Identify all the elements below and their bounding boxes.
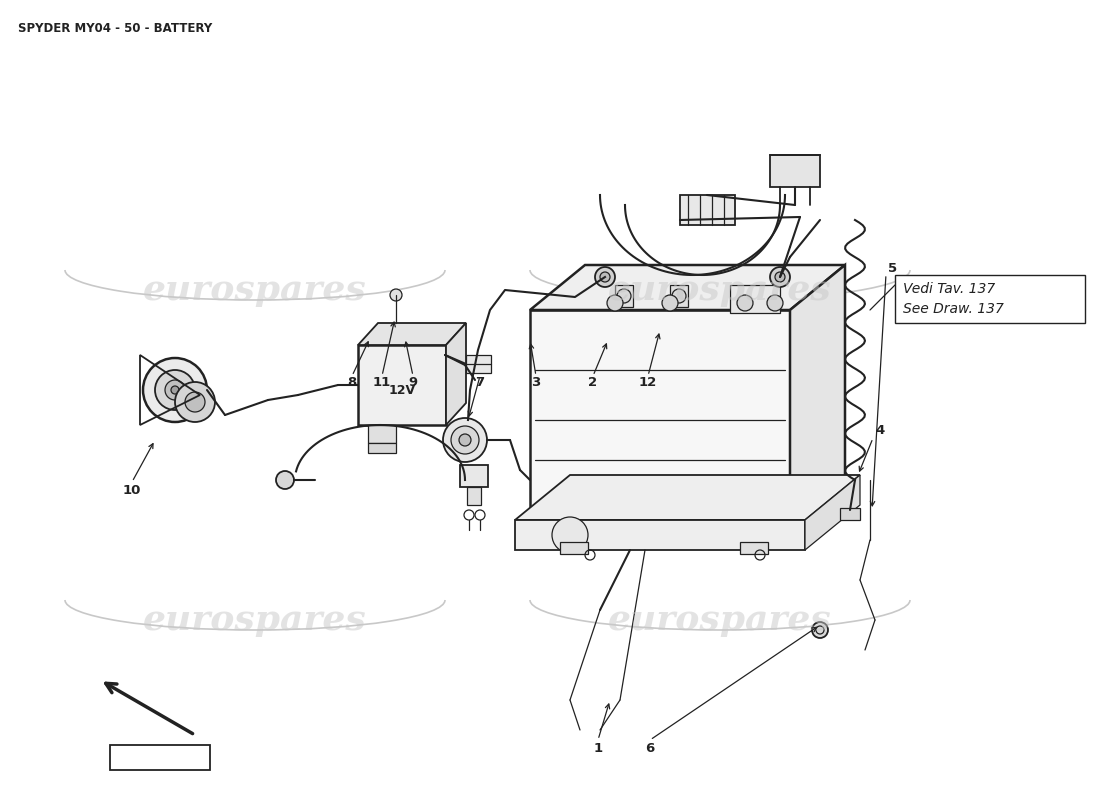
Circle shape	[276, 471, 294, 489]
Circle shape	[459, 434, 471, 446]
Circle shape	[600, 272, 610, 282]
Bar	[530, 310, 790, 520]
Circle shape	[451, 426, 478, 454]
Bar	[840, 508, 860, 520]
Polygon shape	[805, 475, 860, 550]
Bar	[358, 345, 446, 425]
Bar	[560, 542, 588, 554]
Bar	[670, 285, 688, 307]
Circle shape	[595, 267, 615, 287]
Polygon shape	[790, 265, 845, 520]
Circle shape	[175, 382, 214, 422]
Circle shape	[770, 267, 790, 287]
Bar	[368, 443, 396, 453]
Polygon shape	[358, 323, 466, 345]
Text: 4: 4	[876, 423, 884, 437]
Bar	[368, 425, 396, 443]
Polygon shape	[530, 265, 845, 310]
Circle shape	[767, 295, 783, 311]
Circle shape	[390, 289, 402, 301]
Bar	[730, 285, 780, 313]
Text: eurospares: eurospares	[143, 603, 367, 637]
Text: SPYDER MY04 - 50 - BATTERY: SPYDER MY04 - 50 - BATTERY	[18, 22, 212, 35]
Text: 7: 7	[475, 377, 485, 390]
Circle shape	[617, 289, 631, 303]
Text: See Draw. 137: See Draw. 137	[903, 302, 1004, 316]
Text: 5: 5	[889, 262, 898, 274]
Text: 3: 3	[531, 377, 540, 390]
Bar	[740, 542, 768, 554]
Bar	[466, 355, 491, 373]
Bar	[770, 155, 820, 187]
Text: 11: 11	[373, 377, 392, 390]
Circle shape	[170, 386, 179, 394]
Circle shape	[552, 517, 589, 553]
Text: 12V: 12V	[388, 383, 416, 397]
Circle shape	[185, 392, 205, 412]
Circle shape	[155, 370, 195, 410]
Bar	[895, 275, 1085, 323]
Bar	[460, 465, 488, 487]
Polygon shape	[446, 323, 466, 425]
Bar	[468, 487, 481, 505]
Text: eurospares: eurospares	[608, 603, 832, 637]
Circle shape	[662, 295, 678, 311]
Polygon shape	[515, 475, 860, 520]
Circle shape	[143, 358, 207, 422]
Text: 2: 2	[588, 377, 597, 390]
Circle shape	[776, 272, 785, 282]
Circle shape	[737, 295, 754, 311]
Text: eurospares: eurospares	[608, 273, 832, 307]
Text: 1: 1	[593, 742, 603, 754]
Circle shape	[443, 418, 487, 462]
Circle shape	[672, 289, 686, 303]
Text: 9: 9	[408, 377, 418, 390]
Text: 6: 6	[646, 742, 654, 754]
Bar	[680, 195, 735, 225]
Bar	[615, 285, 632, 307]
Bar	[515, 520, 805, 550]
Circle shape	[165, 380, 185, 400]
Text: 12: 12	[639, 377, 657, 390]
Text: 8: 8	[348, 377, 356, 390]
Text: Vedi Tav. 137: Vedi Tav. 137	[903, 282, 996, 296]
Circle shape	[812, 622, 828, 638]
Text: eurospares: eurospares	[143, 273, 367, 307]
Text: 10: 10	[123, 483, 141, 497]
Circle shape	[607, 295, 623, 311]
